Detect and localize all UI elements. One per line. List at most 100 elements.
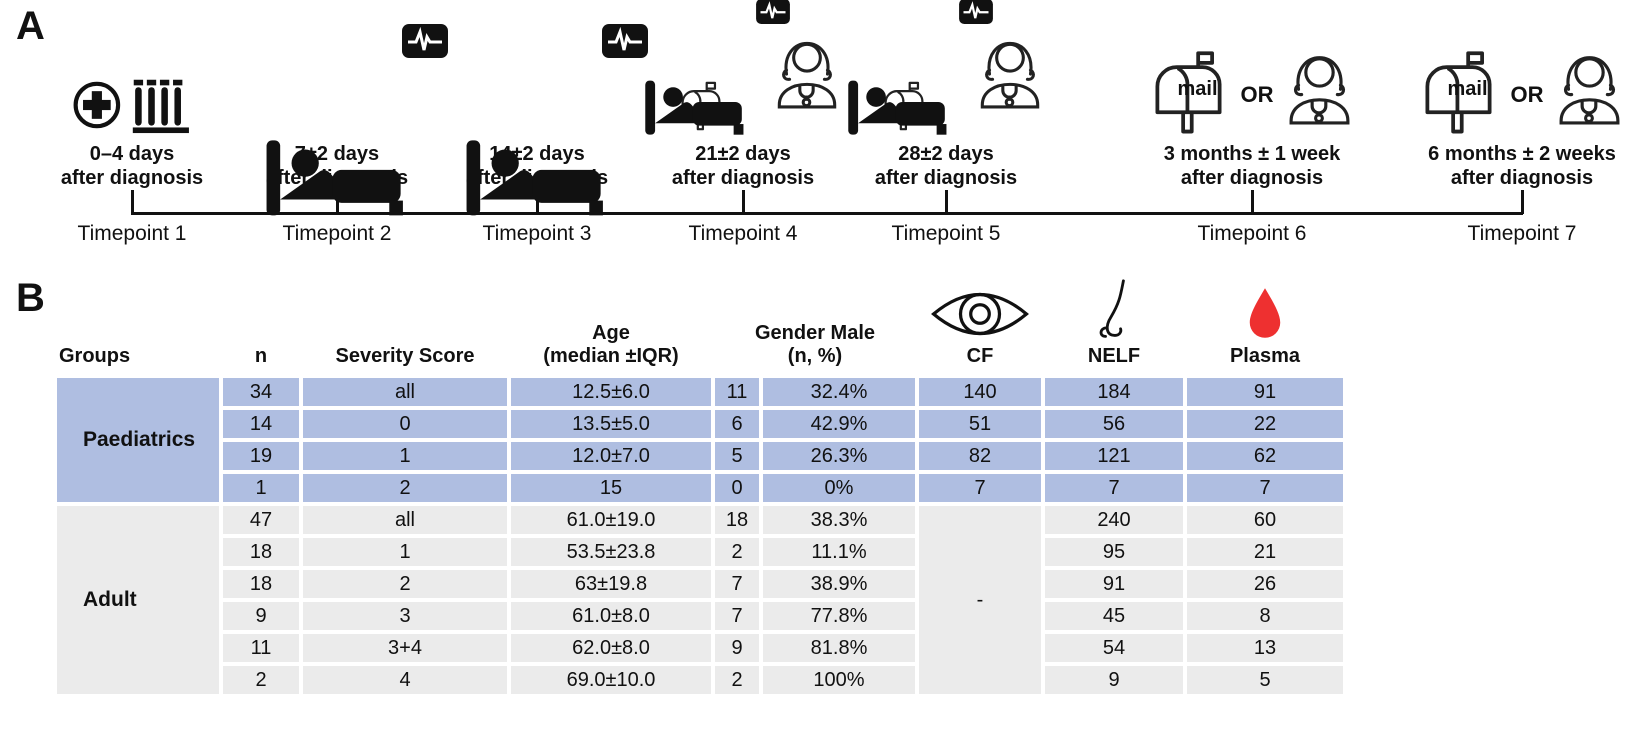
cell-plasma: 21 xyxy=(1187,538,1343,566)
cell-gender_n: 5 xyxy=(715,442,759,470)
cell-gender_pct: 0% xyxy=(763,474,915,502)
timepoint-caption: 28±2 days after diagnosis xyxy=(875,142,1017,190)
cell-age: 63±19.8 xyxy=(511,570,711,598)
monitor-icon xyxy=(402,24,448,58)
col-header-plasma: Plasma xyxy=(1187,247,1343,374)
timepoint-label: Timepoint 3 xyxy=(482,222,592,245)
timepoint-caption-line1: 6 months ± 2 weeks xyxy=(1428,143,1616,165)
timepoint-icons xyxy=(642,0,844,138)
timepoint-caption-line1: 21±2 days xyxy=(695,143,791,165)
mailbox-icon xyxy=(1155,51,1222,134)
timepoint-caption-line2: after diagnosis xyxy=(1450,167,1594,189)
cell-age: 13.5±5.0 xyxy=(511,410,711,438)
test-tubes-icon xyxy=(132,79,190,134)
timepoint-icons xyxy=(73,76,191,134)
cell-age: 61.0±8.0 xyxy=(511,602,711,630)
col-header-gender-line2: (n, %) xyxy=(787,345,843,368)
timepoint-caption: 21±2 days after diagnosis xyxy=(672,142,814,190)
cell-gender_pct: 81.8% xyxy=(763,634,915,662)
monitor-icon xyxy=(959,0,993,24)
monitor-icon xyxy=(602,24,648,58)
cell-gender_n: 7 xyxy=(715,602,759,630)
col-header-cf-label: CF xyxy=(966,345,994,368)
timeline-tick xyxy=(130,190,134,214)
hospital-bed-icon xyxy=(466,140,603,216)
timepoint-icons xyxy=(462,24,648,216)
timeline-axis xyxy=(131,212,1523,215)
cell-cf: 82 xyxy=(919,442,1041,470)
timeline-tick xyxy=(535,190,539,214)
timepoint-label: Timepoint 2 xyxy=(282,222,392,245)
cell-plasma: 8 xyxy=(1187,602,1343,630)
col-header-nelf: NELF xyxy=(1045,247,1183,374)
hospital-bed-icon xyxy=(266,140,403,216)
blood-drop-icon xyxy=(1249,288,1281,339)
cell-n: 2 xyxy=(223,666,299,694)
cell-cf-merged: - xyxy=(919,506,1041,694)
cell-gender_n: 11 xyxy=(715,378,759,406)
timeline-tick xyxy=(335,190,339,214)
cell-n: 18 xyxy=(223,570,299,598)
cell-plasma: 7 xyxy=(1187,474,1343,502)
col-header-severity: Severity Score xyxy=(335,345,475,368)
col-header-nelf-label: NELF xyxy=(1087,345,1141,368)
hospital-bed-icon xyxy=(645,80,744,135)
cell-age: 12.5±6.0 xyxy=(511,378,711,406)
cell-severity: 1 xyxy=(303,538,507,566)
hospital-bed-icon xyxy=(848,80,947,135)
mailbox-icon xyxy=(1425,51,1492,134)
cell-age: 53.5±23.8 xyxy=(511,538,711,566)
timepoint-label: Timepoint 5 xyxy=(891,222,1001,245)
col-header-age: Age (median ±IQR) xyxy=(511,247,711,374)
cell-age: 15 xyxy=(511,474,711,502)
cell-gender_pct: 38.9% xyxy=(763,570,915,598)
cell-nelf: 121 xyxy=(1045,442,1183,470)
cell-age: 69.0±10.0 xyxy=(511,666,711,694)
col-header-groups: Groups xyxy=(59,345,131,368)
timepoint-caption-line1: 28±2 days xyxy=(898,143,994,165)
cell-severity: 3 xyxy=(303,602,507,630)
nose-icon xyxy=(1099,279,1125,339)
cell-cf: 51 xyxy=(919,410,1041,438)
cell-gender_pct: 26.3% xyxy=(763,442,915,470)
timepoint-label: Timepoint 7 xyxy=(1467,222,1577,245)
timepoint-icons xyxy=(262,24,448,216)
timepoint-caption-line2: after diagnosis xyxy=(874,167,1018,189)
timepoint-caption: 0–4 days after diagnosis xyxy=(61,142,203,190)
cell-age: 61.0±19.0 xyxy=(511,506,711,534)
timepoint-5: 28±2 days after diagnosis xyxy=(845,0,1047,190)
cell-plasma: 91 xyxy=(1187,378,1343,406)
cell-n: 19 xyxy=(223,442,299,470)
timepoint-caption-line1: 3 months ± 1 week xyxy=(1163,143,1341,165)
cell-nelf: 95 xyxy=(1045,538,1183,566)
table-header: Groups n Severity Score Age (median ±IQR… xyxy=(57,252,1343,374)
mail-label: mail xyxy=(1177,78,1218,100)
cell-gender_n: 2 xyxy=(715,666,759,694)
cell-severity: 3+4 xyxy=(303,634,507,662)
timepoint-6: mail OR 3 months ± 1 week after diagnosi… xyxy=(1147,12,1358,190)
cell-plasma: 60 xyxy=(1187,506,1343,534)
cell-plasma: 13 xyxy=(1187,634,1343,662)
cell-gender_n: 0 xyxy=(715,474,759,502)
cell-n: 9 xyxy=(223,602,299,630)
panel-b-label: B xyxy=(16,276,45,320)
cell-gender_n: 18 xyxy=(715,506,759,534)
cell-nelf: 54 xyxy=(1045,634,1183,662)
blood-drop-shape xyxy=(1249,288,1281,339)
timepoint-label: Timepoint 4 xyxy=(688,222,798,245)
cell-age: 62.0±8.0 xyxy=(511,634,711,662)
doctor-icon xyxy=(1559,56,1620,125)
cell-gender_n: 6 xyxy=(715,410,759,438)
timepoint-icons: mail OR xyxy=(1147,43,1358,138)
timepoint-caption-line2: after diagnosis xyxy=(671,167,815,189)
cell-plasma: 26 xyxy=(1187,570,1343,598)
cell-plasma: 62 xyxy=(1187,442,1343,470)
timepoint-7: mail OR 6 months ± 2 weeks after diagnos… xyxy=(1417,12,1628,190)
cell-n: 11 xyxy=(223,634,299,662)
cell-nelf: 7 xyxy=(1045,474,1183,502)
timeline-tick xyxy=(944,190,948,214)
cell-severity: 4 xyxy=(303,666,507,694)
group-cell-paediatrics: Paediatrics xyxy=(57,378,219,502)
col-header-gender: Gender Male (n, %) xyxy=(715,247,915,374)
